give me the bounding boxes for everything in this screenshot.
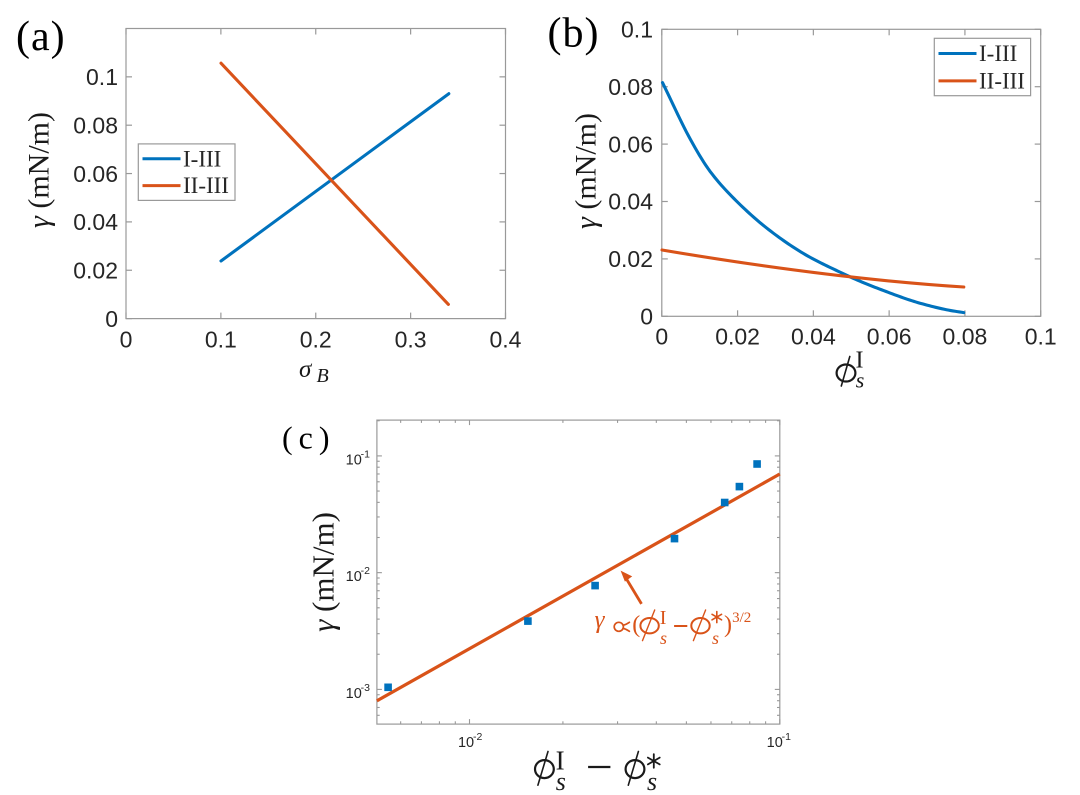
svg-text:0.02: 0.02 [608, 246, 653, 272]
svg-text:): ) [724, 612, 732, 638]
svg-text:-2: -2 [361, 565, 370, 577]
svg-text:0.4: 0.4 [490, 327, 522, 353]
svg-text:B: B [317, 365, 329, 387]
svg-text:II-III: II-III [183, 173, 229, 198]
svg-text:10: 10 [346, 569, 362, 585]
svg-text:γ (mN/m): γ (mN/m) [306, 512, 341, 632]
svg-text:-1: -1 [361, 448, 370, 460]
svg-text:0.06: 0.06 [608, 131, 653, 157]
svg-text:σ: σ [299, 356, 313, 383]
svg-text:γ: γ [595, 607, 606, 634]
svg-text:0.04: 0.04 [73, 209, 118, 235]
svg-text:II-III: II-III [979, 68, 1025, 93]
svg-text:0.1: 0.1 [205, 327, 237, 353]
svg-text:s: s [712, 628, 719, 648]
svg-text:0: 0 [105, 306, 118, 332]
svg-text:(b): (b) [548, 10, 600, 56]
svg-text:10: 10 [346, 686, 362, 702]
svg-text:γ (mN/m): γ (mN/m) [570, 113, 603, 229]
svg-text:I: I [856, 348, 864, 374]
svg-text:s: s [856, 368, 865, 393]
svg-text:3/2: 3/2 [732, 610, 751, 626]
svg-text:10: 10 [767, 735, 783, 751]
svg-text:0: 0 [640, 304, 653, 330]
svg-text:I: I [556, 746, 565, 776]
svg-text:0.02: 0.02 [73, 257, 118, 283]
svg-text:0.02: 0.02 [715, 324, 760, 350]
svg-text:0.1: 0.1 [621, 17, 653, 43]
svg-text:0.04: 0.04 [608, 189, 653, 215]
svg-text:0.2: 0.2 [300, 327, 332, 353]
svg-text:0.1: 0.1 [1025, 324, 1057, 350]
svg-text:s: s [660, 628, 667, 648]
svg-text:0.06: 0.06 [867, 324, 912, 350]
svg-text:s: s [647, 767, 657, 795]
svg-text:10: 10 [346, 453, 362, 469]
svg-text:0: 0 [655, 324, 668, 350]
svg-text:10: 10 [458, 735, 474, 751]
svg-text:s: s [556, 767, 566, 795]
svg-text:I-III: I-III [979, 41, 1017, 66]
svg-text:0.3: 0.3 [395, 327, 427, 353]
svg-text:γ (mN/m): γ (mN/m) [23, 112, 56, 228]
svg-text:(a): (a) [16, 14, 66, 60]
svg-text:I-III: I-III [183, 146, 221, 171]
svg-text:-3: -3 [361, 682, 370, 694]
svg-text:0.1: 0.1 [86, 64, 118, 90]
svg-text:0.04: 0.04 [791, 324, 836, 350]
svg-text:(c): (c) [282, 419, 336, 455]
svg-text:0.08: 0.08 [73, 112, 118, 138]
svg-text:-2: -2 [473, 731, 482, 743]
svg-text:(: ( [632, 612, 640, 638]
svg-text:0.08: 0.08 [943, 324, 988, 350]
svg-text:I: I [660, 607, 667, 629]
svg-text:0.06: 0.06 [73, 161, 118, 187]
svg-text:0.08: 0.08 [608, 74, 653, 100]
svg-text:-1: -1 [782, 731, 791, 743]
svg-text:0: 0 [120, 327, 133, 353]
